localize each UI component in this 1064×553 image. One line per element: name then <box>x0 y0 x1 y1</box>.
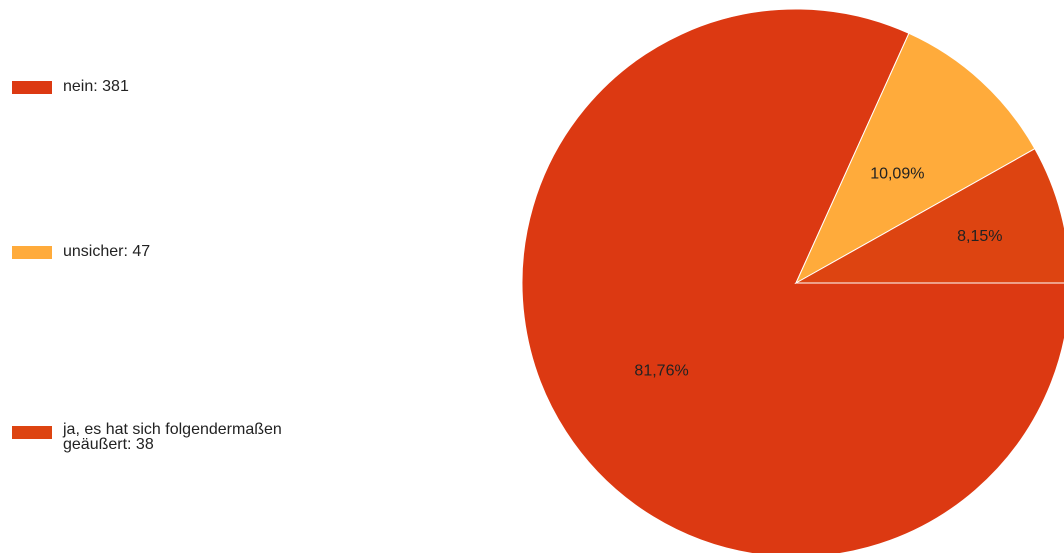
legend-swatch-nein <box>12 81 52 94</box>
slice-nein[interactable] <box>521 8 1064 553</box>
pie-slices <box>521 8 1064 553</box>
slice-label-ja: 8,15% <box>957 228 1002 245</box>
legend-item-ja[interactable]: ja, es hat sich folgendermaßen geäußert:… <box>12 421 323 453</box>
legend-swatch-ja <box>12 426 52 439</box>
chart-legend: nein: 381 unsicher: 47 ja, es hat sich f… <box>0 0 470 553</box>
legend-label-nein: nein: 381 <box>63 78 129 95</box>
legend-label-ja: ja, es hat sich folgendermaßen geäußert:… <box>63 421 282 453</box>
legend-swatch-unsicher <box>12 246 52 259</box>
legend-item-nein[interactable]: nein: 381 <box>12 78 403 95</box>
slice-label-nein: 81,76% <box>634 363 688 380</box>
legend-item-unsicher[interactable]: unsicher: 47 <box>12 243 403 260</box>
slice-label-unsicher: 10,09% <box>870 165 924 182</box>
legend-label-unsicher: unsicher: 47 <box>63 243 151 260</box>
slice-ja[interactable] <box>794 148 1064 284</box>
slice-unsicher[interactable] <box>794 32 1036 285</box>
pie-slice-labels: 81,76% 10,09% 8,15% <box>634 165 1002 379</box>
